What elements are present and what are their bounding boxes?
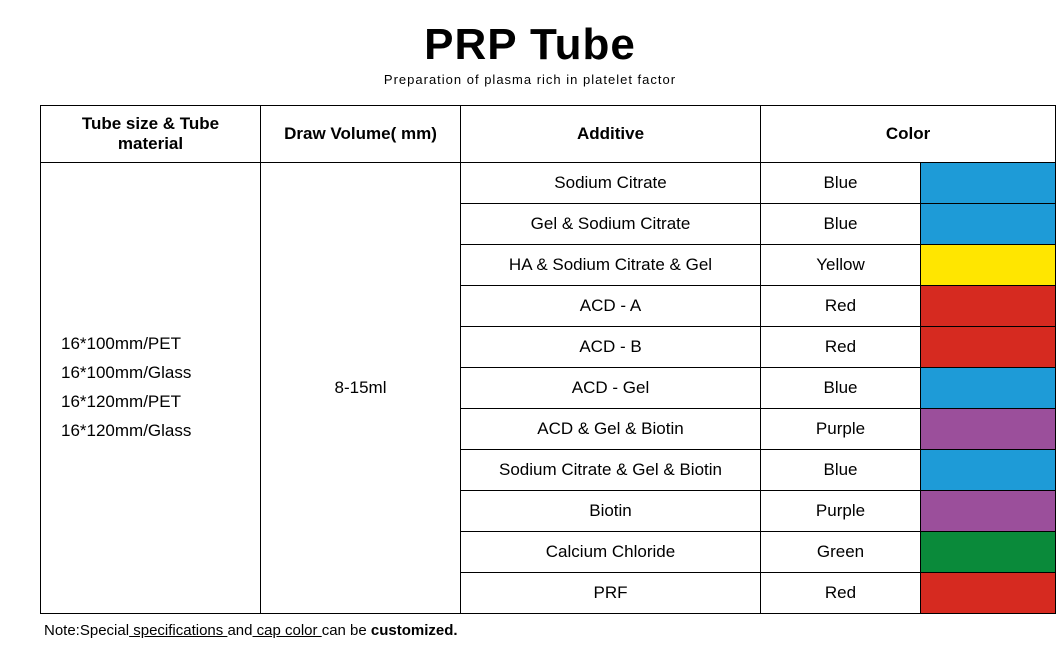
draw-volume-cell: 8-15ml (261, 163, 461, 614)
table-body: 16*100mm/PET16*100mm/Glass16*120mm/PET16… (41, 163, 1056, 614)
footnote-text: Note:Special (44, 622, 129, 639)
color-swatch-cell (921, 286, 1056, 327)
title-block: PRP Tube Preparation of plasma rich in p… (40, 20, 1020, 87)
col-header-volume: Draw Volume( mm) (261, 106, 461, 163)
additive-cell: HA & Sodium Citrate & Gel (461, 245, 761, 286)
footnote-text: and (227, 622, 252, 639)
color-name-cell: Red (761, 573, 921, 614)
color-name-cell: Blue (761, 368, 921, 409)
col-header-size: Tube size & Tube material (41, 106, 261, 163)
color-swatch-cell (921, 573, 1056, 614)
table-row: 16*100mm/PET16*100mm/Glass16*120mm/PET16… (41, 163, 1056, 204)
page-subtitle: Preparation of plasma rich in platelet f… (40, 72, 1020, 87)
additive-cell: Sodium Citrate & Gel & Biotin (461, 450, 761, 491)
color-name-cell: Blue (761, 163, 921, 204)
color-swatch-cell (921, 368, 1056, 409)
color-name-cell: Red (761, 327, 921, 368)
tube-size-line: 16*100mm/Glass (61, 359, 254, 388)
page-title: PRP Tube (40, 20, 1020, 70)
color-swatch (921, 368, 1055, 408)
color-swatch (921, 573, 1055, 613)
additive-cell: ACD - Gel (461, 368, 761, 409)
color-swatch (921, 450, 1055, 490)
color-name-cell: Purple (761, 409, 921, 450)
color-swatch (921, 286, 1055, 326)
col-header-additive: Additive (461, 106, 761, 163)
color-name-cell: Purple (761, 491, 921, 532)
tube-size-cell: 16*100mm/PET16*100mm/Glass16*120mm/PET16… (41, 163, 261, 614)
footnote: Note:Special specifications and cap colo… (40, 622, 1020, 639)
footnote-ul-capcolor: cap color (252, 622, 321, 639)
prp-tube-table: Tube size & Tube material Draw Volume( m… (40, 105, 1056, 614)
footnote-bold: customized. (371, 622, 458, 639)
color-swatch-cell (921, 532, 1056, 573)
color-name-cell: Red (761, 286, 921, 327)
additive-cell: ACD - B (461, 327, 761, 368)
color-swatch-cell (921, 245, 1056, 286)
tube-size-line: 16*120mm/Glass (61, 417, 254, 446)
color-swatch (921, 491, 1055, 531)
additive-cell: Gel & Sodium Citrate (461, 204, 761, 245)
col-header-color: Color (761, 106, 1056, 163)
color-swatch-cell (921, 491, 1056, 532)
additive-cell: PRF (461, 573, 761, 614)
tube-size-line: 16*120mm/PET (61, 388, 254, 417)
footnote-text: can be (322, 622, 371, 639)
color-swatch (921, 409, 1055, 449)
color-swatch-cell (921, 450, 1056, 491)
color-name-cell: Blue (761, 450, 921, 491)
color-swatch-cell (921, 409, 1056, 450)
color-swatch-cell (921, 163, 1056, 204)
color-swatch-cell (921, 327, 1056, 368)
color-name-cell: Yellow (761, 245, 921, 286)
color-name-cell: Green (761, 532, 921, 573)
color-swatch (921, 245, 1055, 285)
additive-cell: ACD - A (461, 286, 761, 327)
tube-size-line: 16*100mm/PET (61, 330, 254, 359)
color-swatch (921, 327, 1055, 367)
footnote-ul-specs: specifications (129, 622, 227, 639)
color-swatch-cell (921, 204, 1056, 245)
additive-cell: ACD & Gel & Biotin (461, 409, 761, 450)
additive-cell: Biotin (461, 491, 761, 532)
additive-cell: Sodium Citrate (461, 163, 761, 204)
color-swatch (921, 204, 1055, 244)
color-swatch (921, 532, 1055, 572)
additive-cell: Calcium Chloride (461, 532, 761, 573)
color-swatch (921, 163, 1055, 203)
color-name-cell: Blue (761, 204, 921, 245)
table-header-row: Tube size & Tube material Draw Volume( m… (41, 106, 1056, 163)
